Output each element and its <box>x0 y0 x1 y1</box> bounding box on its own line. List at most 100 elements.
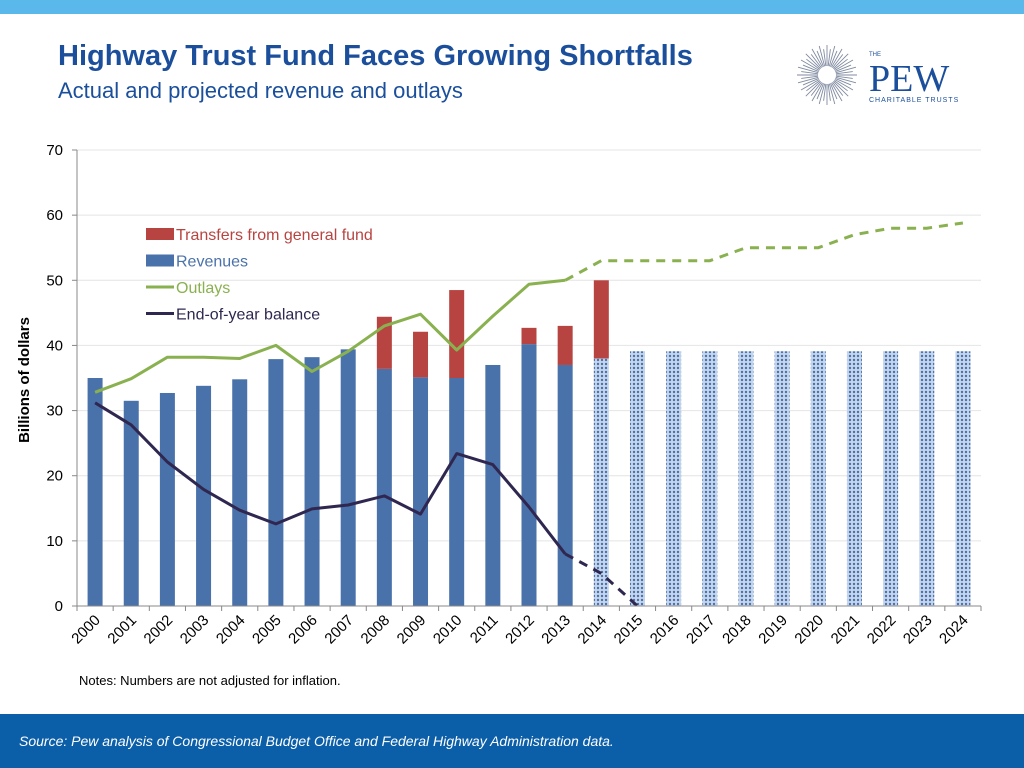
sunburst-ray <box>806 80 821 92</box>
legend-label: Outlays <box>176 280 230 297</box>
x-tick-label: 2020 <box>791 612 827 648</box>
revenue-bar <box>376 368 392 606</box>
sunburst-ray <box>832 54 844 69</box>
transfer-bar <box>449 290 465 378</box>
x-tick-label: 2002 <box>141 612 177 648</box>
sunburst-ray <box>833 53 849 69</box>
sunburst-ray <box>797 66 819 74</box>
x-tick-label: 2023 <box>900 612 936 648</box>
x-tick-label: 2006 <box>285 612 321 648</box>
sunburst-ray <box>828 45 836 67</box>
sunburst-ray <box>831 82 843 102</box>
revenue-bar-projected <box>846 351 862 606</box>
sunburst-ray <box>797 76 819 84</box>
revenue-bar-projected <box>593 358 609 606</box>
top-accent-bar <box>0 0 1024 14</box>
balance-line-actual <box>94 401 567 555</box>
transfer-bar <box>557 325 573 365</box>
chart-lines <box>94 221 964 608</box>
x-tick-label: 2012 <box>502 612 538 648</box>
x-tick-label: 2005 <box>249 612 285 648</box>
pew-logo: THE PEW CHARITABLE TRUSTS <box>797 45 958 105</box>
revenue-bar <box>123 400 139 606</box>
sunburst-ray <box>811 48 823 68</box>
revenue-bar-projected <box>702 351 718 606</box>
y-tick-label: 40 <box>46 337 63 354</box>
source-note: Source: Pew analysis of Congressional Bu… <box>19 733 614 749</box>
x-tick-label: 2018 <box>719 612 755 648</box>
sunburst-ray <box>835 71 853 75</box>
revenue-bar <box>232 379 248 606</box>
revenue-bar <box>159 392 175 606</box>
sunburst-ray <box>830 50 838 67</box>
x-tick-label: 2015 <box>611 612 647 648</box>
x-tick-label: 2004 <box>213 612 249 648</box>
chart-legend: Transfers from general fund Revenues Outla… <box>146 227 373 324</box>
revenue-bar <box>304 357 320 606</box>
sunburst-ray <box>835 64 852 72</box>
revenue-bar-projected <box>883 351 899 606</box>
transfer-bar <box>413 331 429 378</box>
revenue-bar-projected <box>810 351 826 606</box>
footer-bar <box>0 714 1024 768</box>
sunburst-ray <box>818 45 826 67</box>
sunburst-ray <box>835 76 857 84</box>
y-tick-label: 20 <box>46 468 63 485</box>
x-tick-label: 2017 <box>683 612 719 648</box>
sunburst-ray <box>831 48 843 68</box>
legend-label: Revenues <box>176 254 248 271</box>
legend-swatch <box>146 254 174 267</box>
x-tick-label: 2011 <box>467 612 502 647</box>
sunburst-ray <box>832 81 844 96</box>
y-tick-label: 50 <box>46 272 63 289</box>
x-tick-label: 2008 <box>358 612 394 648</box>
revenue-bar <box>485 364 501 606</box>
sunburst-ray <box>834 79 854 91</box>
sunburst-ray <box>801 75 819 79</box>
sunburst-ray <box>827 83 831 101</box>
revenue-bar-projected <box>919 351 935 606</box>
legend-swatch <box>146 228 174 240</box>
revenue-bar-projected <box>666 351 682 606</box>
sunburst-ray <box>801 71 819 75</box>
sunburst-ray <box>827 49 831 67</box>
revenue-bar-projected <box>738 351 754 606</box>
logo-name-text: PEW <box>869 58 949 100</box>
sunburst-ray <box>828 83 836 105</box>
x-tick-label: 2024 <box>936 612 972 648</box>
revenue-bar <box>87 378 103 606</box>
revenue-bar <box>449 378 465 606</box>
y-tick-label: 0 <box>55 598 63 615</box>
y-tick-label: 10 <box>46 533 63 550</box>
legend-label: Transfers from general fund <box>176 227 373 244</box>
revenue-bar <box>268 359 284 606</box>
revenue-bar <box>521 344 537 606</box>
revenue-bar-projected <box>955 351 971 606</box>
sunburst-ray <box>810 54 822 69</box>
outlays-line-actual <box>94 278 566 394</box>
sunburst-ray <box>816 83 824 100</box>
transfer-bar <box>593 280 609 359</box>
sunburst-ray <box>805 81 821 97</box>
sunburst-ray <box>810 81 822 96</box>
revenue-bar <box>557 364 573 606</box>
outlays-line-projected <box>564 221 964 282</box>
revenue-bar-projected <box>629 351 645 606</box>
y-tick-label: 60 <box>46 207 63 224</box>
sunburst-ray <box>800 79 820 91</box>
x-tick-label: 2007 <box>321 612 357 648</box>
sunburst-ray <box>835 66 857 74</box>
transfer-bar <box>521 327 537 345</box>
sunburst-ray <box>805 53 821 69</box>
sunburst-ray <box>802 78 819 86</box>
sunburst-ray <box>833 80 848 92</box>
sunburst-ray <box>833 58 848 70</box>
revenue-bar <box>196 385 212 606</box>
x-tick-label: 2010 <box>430 612 466 648</box>
sunburst-ray <box>816 50 824 67</box>
x-tick-label: 2016 <box>647 612 683 648</box>
sunburst-ray <box>833 81 849 97</box>
page-subtitle: Actual and projected revenue and outlays <box>58 78 463 103</box>
